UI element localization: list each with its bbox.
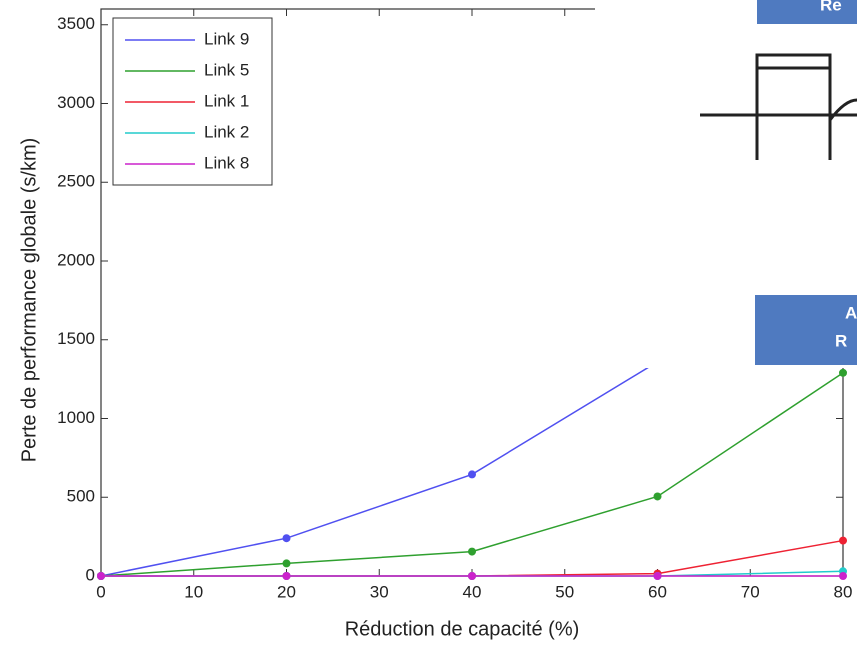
data-point bbox=[282, 559, 291, 568]
legend-label: Link 8 bbox=[204, 153, 249, 172]
data-point bbox=[97, 572, 105, 580]
legend-label: Link 5 bbox=[204, 60, 249, 79]
data-point bbox=[468, 547, 476, 556]
x-tick-label: 40 bbox=[463, 582, 482, 601]
y-tick-label: 2000 bbox=[57, 250, 95, 269]
data-point bbox=[468, 572, 476, 580]
data-point bbox=[653, 492, 662, 501]
legend-label: Link 1 bbox=[204, 91, 249, 110]
overlay-text: R bbox=[835, 331, 847, 350]
overlay-box bbox=[755, 295, 857, 365]
data-point bbox=[839, 536, 847, 545]
legend: Link 9 Link 5 Link 1 Link 2 Link 8 bbox=[112, 17, 273, 186]
data-point bbox=[653, 572, 662, 580]
y-tick-label: 0 bbox=[86, 565, 95, 584]
x-tick-label: 50 bbox=[555, 582, 574, 601]
x-tick-label: 30 bbox=[370, 582, 389, 601]
y-tick-label: 2500 bbox=[57, 172, 95, 191]
x-tick-label: 20 bbox=[277, 582, 296, 601]
series-line bbox=[100, 361, 658, 577]
legend-label: Link 9 bbox=[204, 29, 249, 48]
x-axis-label: Réduction de capacité (%) bbox=[345, 618, 580, 640]
x-tick-label: 10 bbox=[184, 582, 203, 601]
y-tick-label: 3000 bbox=[57, 93, 95, 112]
y-axis-label: Perte de performance globale (s/km) bbox=[18, 138, 40, 463]
x-tick-label: 80 bbox=[834, 582, 853, 601]
data-point bbox=[839, 572, 847, 580]
y-tick-label: 1000 bbox=[57, 408, 95, 427]
x-tick-label: 70 bbox=[741, 582, 760, 601]
overlay bbox=[595, 0, 640, 12]
y-tick-label: 1500 bbox=[57, 329, 95, 348]
data-point bbox=[839, 368, 847, 377]
overlay-diagram bbox=[700, 53, 857, 160]
data-point bbox=[468, 470, 476, 479]
data-point bbox=[282, 534, 291, 543]
data-point bbox=[282, 572, 291, 580]
y-tick-label: 3500 bbox=[57, 14, 95, 33]
overlay-text: Re bbox=[820, 0, 842, 14]
overlay-text: A bbox=[845, 303, 857, 322]
overlay-box bbox=[757, 0, 857, 24]
x-tick-label: 0 bbox=[96, 582, 105, 601]
y-tick-label: 500 bbox=[67, 487, 95, 506]
x-tick-label: 60 bbox=[648, 582, 667, 601]
legend-label: Link 2 bbox=[204, 122, 249, 141]
